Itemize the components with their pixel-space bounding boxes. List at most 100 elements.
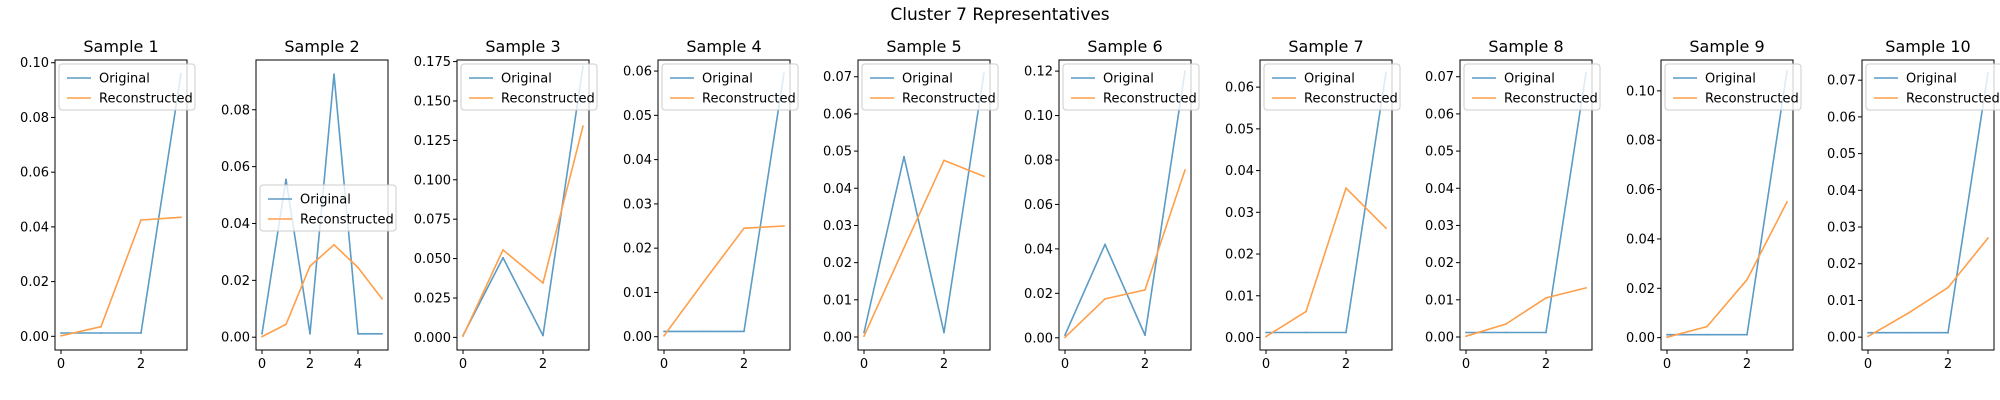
data-point-original	[1144, 334, 1146, 337]
data-point-reconstructed	[542, 282, 544, 284]
subplot-4: Sample 4 0.00 0.01 0.02 0.03 0.04 0.05 0.06 0 2 Or…	[623, 37, 799, 372]
data-point-reconstructed	[783, 225, 785, 227]
data-point-reconstructed	[1465, 335, 1467, 338]
data-point-original	[703, 330, 705, 333]
y-tick-label: 0.00	[823, 330, 852, 345]
data-point-reconstructed	[1104, 297, 1106, 300]
y-tick-label: 0.01	[1225, 289, 1254, 304]
data-point-reconstructed	[1907, 312, 1909, 315]
legend-label-reconstructed: Reconstructed	[1705, 92, 1799, 107]
legend-box	[1062, 63, 1200, 111]
data-point-reconstructed	[502, 249, 504, 251]
y-tick-label: 0.06	[1626, 183, 1655, 198]
y-tick-label: 0.00	[1827, 331, 1856, 346]
data-point-reconstructed	[663, 334, 665, 337]
data-point-original	[1545, 331, 1547, 334]
y-tick-label: 0.075	[414, 213, 451, 228]
legend: Original Reconstructed	[1263, 63, 1401, 111]
series-line-original	[1466, 72, 1587, 334]
y-tick-label: 0.10	[20, 56, 49, 71]
data-point-reconstructed	[1385, 227, 1387, 230]
axes-frame	[1459, 59, 1593, 351]
data-point-reconstructed	[1265, 335, 1267, 338]
data-point-reconstructed	[983, 175, 985, 178]
y-tick-label: 0.00	[1425, 330, 1454, 345]
series-line-original	[1266, 72, 1387, 334]
series-line-original	[61, 73, 182, 334]
y-tick-label: 0.03	[1827, 221, 1856, 236]
y-tick-label: 0.02	[623, 242, 652, 257]
y-tick-label: 0.04	[623, 153, 652, 168]
data-point-reconstructed	[1666, 336, 1668, 339]
legend-label-reconstructed: Reconstructed	[1906, 92, 2000, 107]
data-point-original	[100, 332, 102, 334]
data-point-reconstructed	[1786, 201, 1788, 203]
x-tick-label: 0	[1462, 357, 1470, 372]
data-point-original	[60, 332, 62, 334]
subplot-title: Sample 4	[686, 37, 761, 56]
axes-frame	[1861, 59, 1995, 351]
legend-box	[861, 63, 999, 111]
legend: Original Reconstructed	[259, 184, 397, 232]
legend-label-original: Original	[501, 72, 552, 87]
x-tick-label: 0	[258, 357, 266, 372]
y-tick-label: 0.06	[823, 107, 852, 122]
data-point-original	[285, 178, 287, 181]
legend-box	[661, 63, 799, 111]
y-tick-label: 0.06	[1024, 198, 1053, 213]
data-point-original	[903, 155, 905, 158]
y-tick-label: 0.03	[623, 197, 652, 212]
y-tick-label: 0.06	[20, 166, 49, 181]
series-line-original	[1868, 72, 1989, 334]
y-tick-label: 0.00	[1024, 331, 1053, 346]
subplot-title: Sample 3	[485, 37, 560, 56]
data-point-reconstructed	[100, 325, 102, 328]
data-point-original	[1345, 331, 1347, 334]
legend: Original Reconstructed	[661, 63, 799, 111]
legend-label-reconstructed: Reconstructed	[1504, 92, 1598, 107]
axes-frame	[857, 59, 991, 351]
y-tick-label: 0.06	[623, 65, 652, 80]
y-tick-label: 0.03	[1425, 219, 1454, 234]
data-point-reconstructed	[582, 125, 584, 128]
data-point-reconstructed	[743, 227, 745, 230]
y-tick-label: 0.08	[20, 111, 49, 126]
data-point-reconstructed	[863, 335, 865, 338]
subplot-1: Sample 1 0.00 0.02 0.04 0.06 0.08 0.10 0 2 Origin…	[20, 37, 196, 372]
y-tick-label: 0.04	[1425, 182, 1454, 197]
legend: Original Reconstructed	[1865, 63, 2000, 111]
y-tick-label: 0.00	[221, 331, 250, 346]
data-point-original	[1947, 331, 1949, 334]
y-tick-label: 0.00	[20, 330, 49, 345]
y-tick-label: 0.04	[1626, 232, 1655, 247]
y-tick-label: 0.10	[1626, 84, 1655, 99]
y-tick-label: 0.04	[823, 182, 852, 197]
subplot-title: Sample 9	[1689, 37, 1764, 56]
series-line-reconstructed	[60, 216, 182, 337]
data-point-original	[1907, 331, 1909, 334]
legend-label-reconstructed: Reconstructed	[501, 92, 595, 107]
data-point-reconstructed	[703, 280, 705, 283]
data-point-original	[863, 331, 865, 334]
data-point-reconstructed	[381, 297, 383, 300]
y-tick-label: 0.175	[414, 55, 451, 70]
legend: Original Reconstructed	[1463, 63, 1601, 111]
data-point-reconstructed	[462, 335, 464, 338]
y-tick-label: 0.05	[1425, 145, 1454, 160]
data-point-original	[1265, 331, 1267, 334]
data-point-original	[1104, 243, 1106, 246]
legend-label-reconstructed: Reconstructed	[702, 92, 796, 107]
legend-box	[58, 63, 196, 111]
y-tick-label: 0.05	[1827, 147, 1856, 162]
data-point-original	[1746, 333, 1748, 336]
legend-label-original: Original	[99, 72, 150, 87]
x-tick-label: 2	[1342, 357, 1350, 372]
data-point-reconstructed	[1706, 325, 1708, 328]
legend-label-original: Original	[300, 193, 351, 208]
x-tick-label: 2	[306, 357, 314, 372]
data-point-original	[1064, 334, 1066, 337]
axes-frame	[1058, 59, 1192, 351]
data-point-reconstructed	[1064, 336, 1066, 339]
data-point-original	[943, 331, 945, 334]
